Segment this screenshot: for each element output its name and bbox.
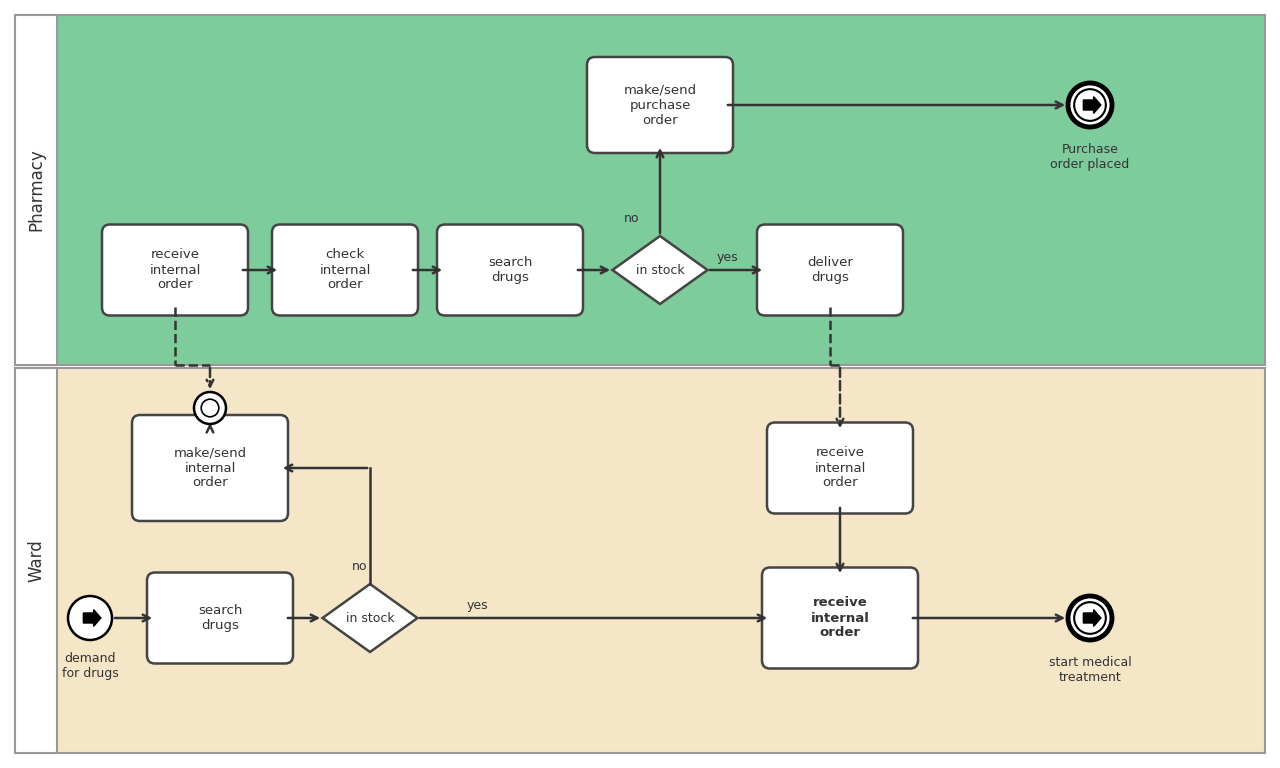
Circle shape — [1074, 602, 1106, 634]
Bar — [15, 368, 58, 753]
Text: Pharmacy: Pharmacy — [27, 149, 45, 231]
FancyBboxPatch shape — [147, 572, 293, 664]
Bar — [15, 368, 1265, 753]
Bar — [15, 15, 58, 365]
Circle shape — [1068, 83, 1112, 127]
Text: receive
internal
order: receive internal order — [814, 446, 865, 489]
Circle shape — [195, 392, 227, 424]
Text: make/send
internal
order: make/send internal order — [173, 446, 247, 489]
Text: deliver
drugs: deliver drugs — [808, 256, 852, 284]
Text: in stock: in stock — [346, 611, 394, 624]
Text: make/send
purchase
order: make/send purchase order — [623, 84, 696, 127]
FancyBboxPatch shape — [132, 415, 288, 521]
Bar — [15, 15, 1265, 365]
Text: start medical
treatment: start medical treatment — [1048, 656, 1132, 684]
Text: receive
internal
order: receive internal order — [810, 597, 869, 640]
Polygon shape — [323, 584, 417, 652]
Text: search
drugs: search drugs — [198, 604, 242, 632]
FancyBboxPatch shape — [756, 224, 902, 316]
Text: demand
for drugs: demand for drugs — [61, 652, 118, 680]
Circle shape — [1068, 596, 1112, 640]
Polygon shape — [83, 610, 101, 627]
Circle shape — [1074, 89, 1106, 121]
FancyBboxPatch shape — [762, 568, 918, 668]
Text: yes: yes — [466, 598, 488, 611]
Text: no: no — [352, 560, 367, 572]
FancyBboxPatch shape — [102, 224, 248, 316]
Polygon shape — [1083, 610, 1101, 627]
Text: Ward: Ward — [27, 539, 45, 582]
Text: search
drugs: search drugs — [488, 256, 532, 284]
FancyBboxPatch shape — [273, 224, 419, 316]
FancyBboxPatch shape — [588, 57, 733, 153]
Circle shape — [68, 596, 113, 640]
Text: check
internal
order: check internal order — [319, 249, 371, 292]
FancyBboxPatch shape — [436, 224, 582, 316]
Text: Purchase
order placed: Purchase order placed — [1051, 143, 1130, 171]
Text: receive
internal
order: receive internal order — [150, 249, 201, 292]
Text: no: no — [625, 211, 640, 224]
Text: in stock: in stock — [636, 263, 685, 276]
Text: yes: yes — [717, 251, 737, 264]
FancyBboxPatch shape — [767, 422, 913, 514]
Polygon shape — [1083, 97, 1101, 114]
Polygon shape — [613, 236, 708, 304]
